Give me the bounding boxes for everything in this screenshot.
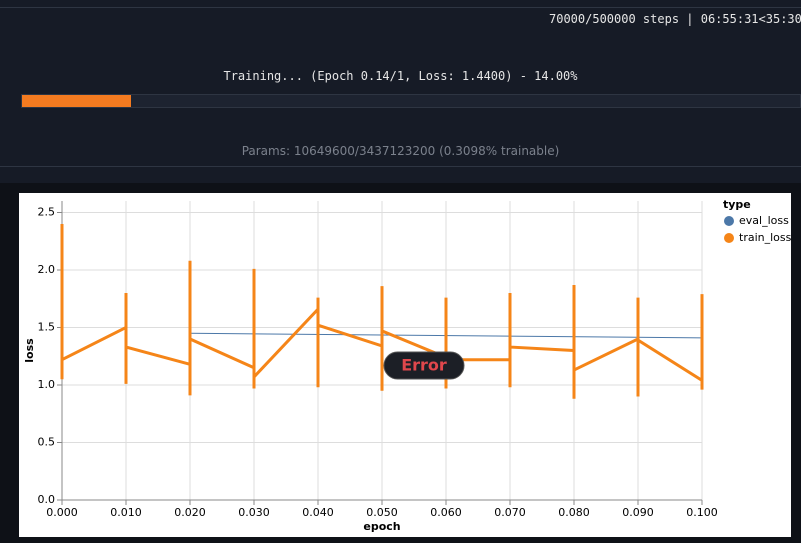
divider — [0, 7, 801, 8]
y-tick-label: 0.5 — [38, 436, 56, 449]
header: 70000/500000 steps | 06:55:31<35:30 Trai… — [0, 0, 801, 183]
legend-label: eval_loss — [739, 214, 789, 227]
series-line — [60, 224, 704, 399]
progress-bar — [22, 95, 131, 107]
steps-text: 70000/500000 steps | 06:55:31<35:30 — [549, 12, 801, 26]
status-text: Training... (Epoch 0.14/1, Loss: 1.4400)… — [223, 69, 578, 83]
error-badge — [383, 351, 465, 380]
x-tick-label: 0.030 — [238, 506, 270, 519]
y-axis-title: loss — [23, 338, 36, 363]
progress-track — [21, 94, 801, 108]
x-tick-label: 0.090 — [622, 506, 654, 519]
divider — [0, 166, 801, 167]
x-tick-label: 0.050 — [366, 506, 398, 519]
y-tick-label: 1.5 — [38, 321, 56, 334]
legend-label: train_loss — [739, 231, 792, 244]
error-text: Error — [401, 356, 447, 375]
legend-title: type — [723, 198, 751, 211]
x-tick-label: 0.060 — [430, 506, 462, 519]
y-tick-label: 2.0 — [38, 263, 56, 276]
x-tick-label: 0.070 — [494, 506, 526, 519]
x-axis-title: epoch — [363, 520, 400, 533]
legend-swatch — [724, 233, 734, 243]
x-tick-label: 0.040 — [302, 506, 334, 519]
y-tick-label: 2.5 — [38, 206, 56, 219]
x-tick-label: 0.000 — [46, 506, 78, 519]
x-tick-label: 0.080 — [558, 506, 590, 519]
y-tick-label: 0.0 — [38, 493, 56, 506]
legend-swatch — [724, 216, 734, 226]
x-tick-label: 0.010 — [110, 506, 142, 519]
x-tick-label: 0.020 — [174, 506, 206, 519]
params-text: Params: 10649600/3437123200 (0.3098% tra… — [241, 144, 560, 158]
x-tick-label: 0.100 — [686, 506, 718, 519]
y-tick-label: 1.0 — [38, 378, 56, 391]
